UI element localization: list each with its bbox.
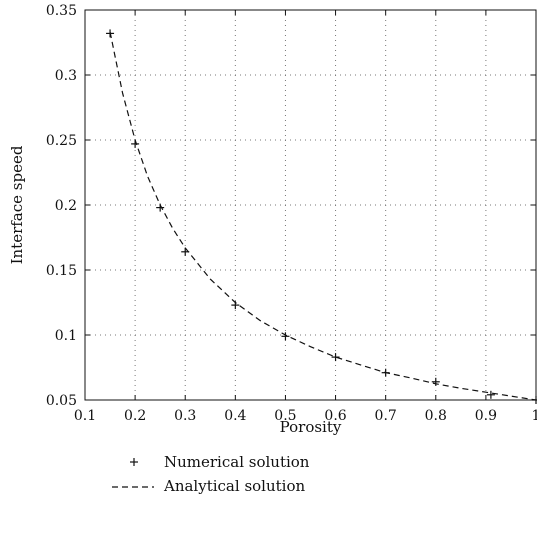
legend-label-analytical: Analytical solution [164, 477, 306, 495]
x-tick-label: 0.6 [324, 408, 346, 424]
numerical-solution-point [532, 396, 537, 404]
numerical-solution-point [381, 368, 390, 377]
numerical-solution-point [486, 390, 495, 399]
y-tick-label: 0.35 [46, 3, 77, 19]
analytical-solution-line [109, 31, 537, 401]
y-tick-label: 0.05 [46, 393, 77, 409]
grid [85, 10, 536, 400]
y-tick-label: 0.25 [46, 133, 77, 149]
x-tick-label: 0.3 [174, 408, 196, 424]
x-tick-label: 0.9 [475, 408, 497, 424]
x-tick-labels: 0.1 0.2 0.3 0.4 0.5 0.6 0.7 0.8 0.9 1 [74, 408, 537, 424]
legend-item-analytical: Analytical solution [112, 474, 309, 498]
numerical-solution-point [431, 377, 440, 386]
series [106, 29, 537, 404]
x-tick-label: 0.7 [375, 408, 397, 424]
dashed-line-icon [112, 486, 154, 488]
y-tick-label: 0.2 [55, 198, 77, 214]
x-tick-label: 0.4 [224, 408, 246, 424]
y-tick-labels: 0.05 0.1 0.15 0.2 0.25 0.3 0.35 [46, 3, 77, 409]
numerical-solution-point [181, 247, 190, 256]
x-tick-label: 0.5 [274, 408, 296, 424]
numerical-solution-point [156, 203, 165, 212]
plus-marker-icon [130, 458, 138, 466]
axis-ticks [84, 9, 537, 401]
y-tick-label: 0.15 [46, 263, 77, 279]
legend-label-numerical: Numerical solution [164, 453, 310, 471]
numerical-solution-point [106, 29, 115, 38]
legend-item-numerical: Numerical solution [112, 450, 309, 474]
y-axis-label: Interface speed [8, 145, 26, 264]
x-tick-label: 0.2 [124, 408, 146, 424]
x-tick-label: 0.1 [74, 408, 96, 424]
x-tick-label: 0.8 [425, 408, 447, 424]
numerical-solution-point [331, 353, 340, 362]
numerical-solution-point [131, 139, 140, 148]
y-tick-label: 0.1 [55, 328, 77, 344]
numerical-solution-point [231, 301, 240, 310]
y-tick-label: 0.3 [55, 68, 77, 84]
x-tick-label: 1 [532, 408, 537, 424]
numerical-solution-point [281, 332, 290, 341]
x-axis-label: Porosity [280, 418, 342, 436]
legend: Numerical solution Analytical solution [112, 450, 309, 498]
